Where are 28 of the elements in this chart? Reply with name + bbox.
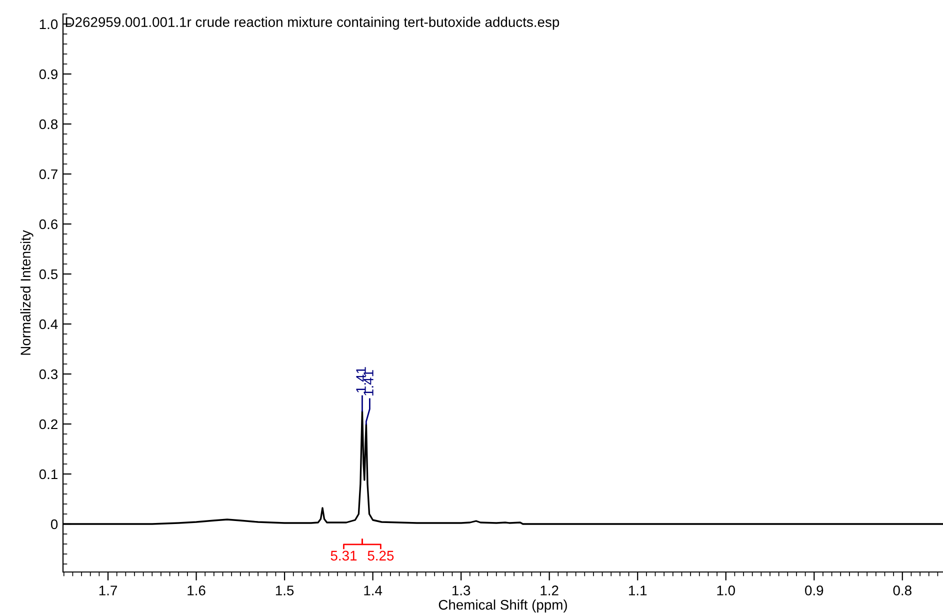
- x-tick-label: 1.6: [188, 586, 206, 596]
- chart-title: D262959.001.001.1r crude reaction mixture containing tert-butoxide adducts.esp: [66, 16, 560, 30]
- x-tick-label: 0.9: [805, 586, 824, 596]
- y-tick-label: 0.8: [39, 119, 58, 130]
- y-tick-label: 0.2: [39, 419, 58, 430]
- x-tick-label: 1.1: [629, 586, 647, 596]
- y-tick-label: 0: [50, 519, 58, 530]
- y-tick-label: 0.5: [39, 269, 58, 280]
- x-tick-label: 1.5: [276, 586, 294, 596]
- x-tick-label: 1.0: [717, 586, 735, 596]
- y-tick-label: 0.3: [39, 369, 58, 380]
- y-axis-title: Normalized Intensity: [20, 230, 34, 355]
- x-tick-label: 0.8: [893, 586, 912, 596]
- y-tick-label: 0.1: [39, 469, 58, 480]
- x-tick-label: 1.2: [540, 586, 558, 596]
- x-tick-label: 1.7: [99, 586, 117, 596]
- annotation: 1.41: [364, 370, 374, 396]
- y-tick-label: 0.9: [39, 69, 58, 80]
- annotation: 1.41: [356, 367, 366, 392]
- x-axis-title: Chemical Shift (ppm): [438, 600, 567, 612]
- annotation: 5.31: [330, 550, 357, 561]
- y-tick-label: 0.6: [39, 219, 58, 230]
- y-tick-label: 0.4: [39, 319, 58, 330]
- y-tick-label: 1.0: [40, 19, 58, 30]
- annotation: 5.25: [368, 550, 394, 561]
- x-tick-label: 1.4: [364, 586, 382, 596]
- y-tick-label: 0.7: [39, 169, 58, 180]
- x-tick-label: 1.3: [452, 586, 470, 596]
